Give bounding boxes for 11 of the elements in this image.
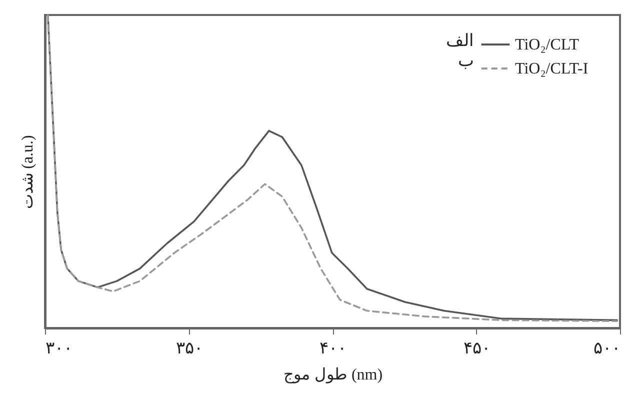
y-axis-title: شدت (a.u.) — [20, 135, 36, 209]
x-tick-label: ۳۰۰ — [46, 338, 72, 358]
x-axis-title: طول موج (nm) — [283, 366, 383, 384]
annotation: الف — [446, 31, 474, 50]
legend-label: TiO₂/CLT — [515, 36, 580, 54]
x-tick-label: ۳۵۰ — [176, 338, 203, 358]
annotation: ب — [458, 51, 474, 70]
x-tick-label: ۴۵۰ — [463, 338, 490, 358]
legend-label: TiO₂/CLT-I — [515, 60, 588, 78]
x-tick-label: ۵۰۰ — [594, 338, 620, 358]
x-tick-label: ۴۰۰ — [320, 338, 346, 358]
